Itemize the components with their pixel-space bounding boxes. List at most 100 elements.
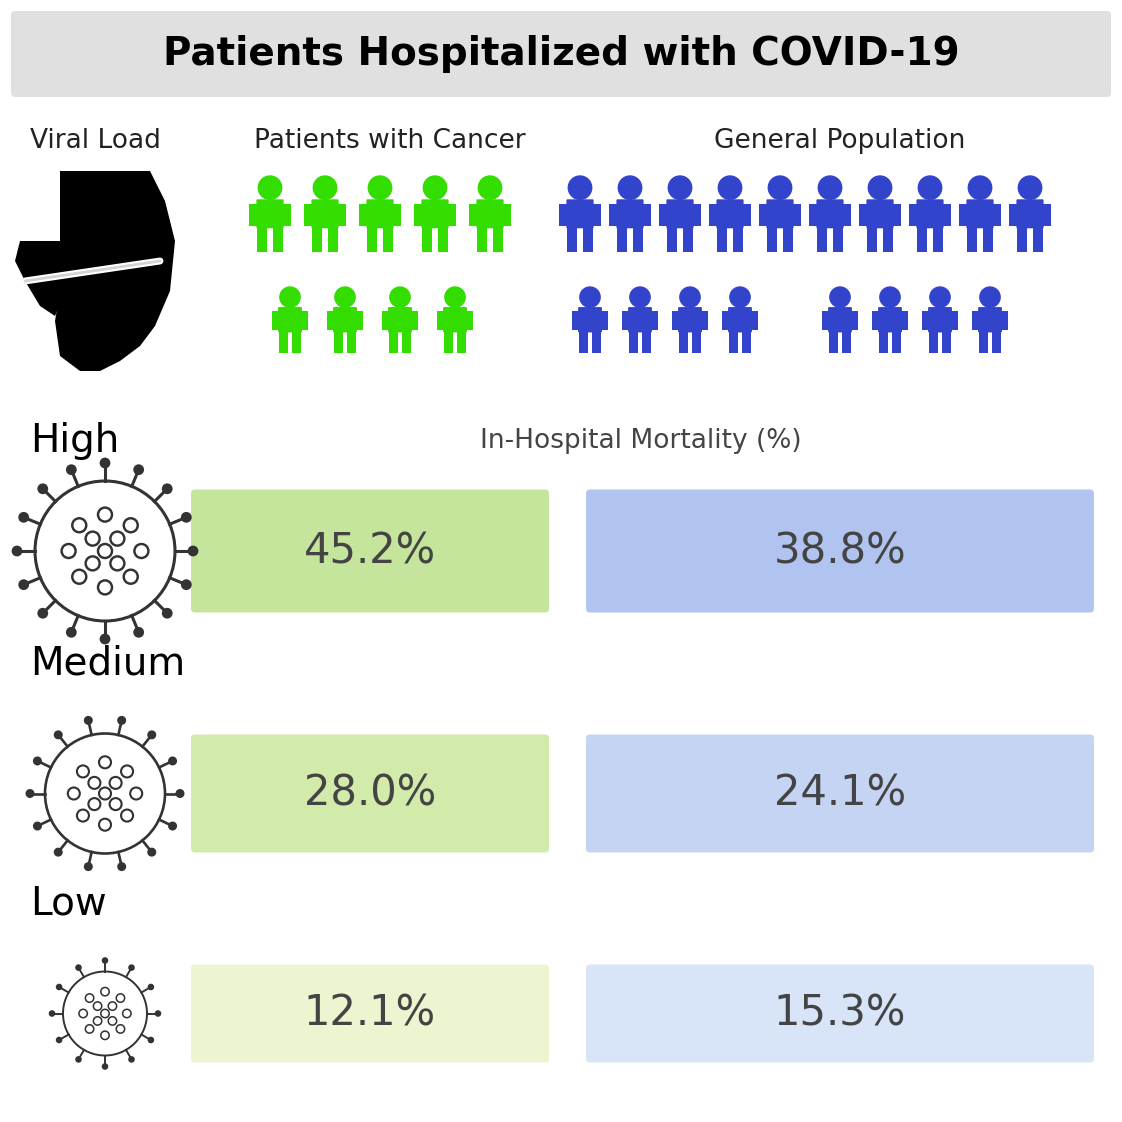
Bar	[929, 331, 938, 352]
Circle shape	[669, 176, 691, 200]
Circle shape	[147, 730, 156, 739]
Circle shape	[313, 176, 337, 200]
FancyBboxPatch shape	[257, 200, 284, 228]
FancyBboxPatch shape	[191, 489, 549, 613]
Text: 15.3%: 15.3%	[774, 993, 907, 1034]
Circle shape	[968, 176, 992, 200]
Circle shape	[868, 176, 892, 200]
Bar	[1042, 204, 1050, 226]
Bar	[692, 331, 701, 352]
Circle shape	[11, 545, 22, 557]
Circle shape	[162, 484, 173, 494]
Bar	[993, 204, 1001, 226]
Text: 24.1%: 24.1%	[774, 773, 907, 815]
Circle shape	[75, 964, 82, 971]
FancyBboxPatch shape	[717, 200, 744, 228]
Circle shape	[37, 608, 48, 618]
FancyBboxPatch shape	[278, 307, 302, 332]
Circle shape	[423, 176, 447, 200]
Circle shape	[729, 287, 751, 307]
Circle shape	[128, 964, 135, 971]
Bar	[383, 228, 393, 251]
Bar	[967, 228, 977, 251]
FancyBboxPatch shape	[1017, 200, 1043, 228]
Bar	[692, 204, 701, 226]
Bar	[559, 204, 568, 226]
Circle shape	[279, 287, 301, 307]
Bar	[249, 204, 257, 226]
Bar	[503, 204, 511, 226]
Circle shape	[33, 821, 42, 830]
Bar	[883, 228, 893, 251]
Circle shape	[84, 862, 93, 871]
Circle shape	[148, 1037, 154, 1043]
Bar	[901, 311, 908, 330]
Bar	[760, 204, 767, 226]
Bar	[348, 331, 356, 352]
Bar	[592, 204, 600, 226]
Bar	[879, 331, 888, 352]
Bar	[872, 311, 879, 330]
FancyBboxPatch shape	[928, 307, 951, 332]
Circle shape	[175, 789, 184, 798]
Circle shape	[100, 458, 110, 468]
Bar	[729, 331, 737, 352]
Circle shape	[580, 287, 600, 307]
Text: Low: Low	[30, 884, 107, 922]
Circle shape	[258, 176, 282, 200]
Bar	[389, 331, 397, 352]
Bar	[1010, 204, 1018, 226]
Bar	[438, 311, 444, 330]
Bar	[609, 204, 617, 226]
Bar	[592, 331, 601, 352]
FancyBboxPatch shape	[312, 200, 339, 228]
Bar	[660, 204, 668, 226]
Bar	[843, 331, 850, 352]
Circle shape	[117, 862, 126, 871]
FancyBboxPatch shape	[666, 200, 693, 228]
Polygon shape	[55, 171, 175, 371]
Bar	[709, 204, 717, 226]
Bar	[411, 311, 417, 330]
Circle shape	[769, 176, 792, 200]
Circle shape	[569, 176, 591, 200]
FancyBboxPatch shape	[586, 735, 1094, 853]
Circle shape	[168, 756, 177, 765]
FancyBboxPatch shape	[828, 307, 852, 332]
Bar	[579, 331, 588, 352]
Bar	[959, 204, 967, 226]
Circle shape	[444, 287, 466, 307]
Circle shape	[37, 484, 48, 494]
FancyBboxPatch shape	[11, 11, 1111, 96]
Bar	[283, 204, 291, 226]
Circle shape	[162, 608, 173, 618]
Bar	[743, 204, 751, 226]
Bar	[633, 228, 643, 251]
Circle shape	[75, 1056, 82, 1063]
Text: 12.1%: 12.1%	[304, 993, 436, 1034]
Bar	[438, 228, 448, 251]
Circle shape	[147, 847, 156, 856]
Bar	[932, 228, 942, 251]
Bar	[850, 311, 858, 330]
Bar	[767, 228, 778, 251]
Text: 45.2%: 45.2%	[304, 530, 436, 572]
Circle shape	[168, 821, 177, 830]
FancyBboxPatch shape	[628, 307, 652, 332]
Circle shape	[18, 579, 29, 590]
Circle shape	[48, 1010, 55, 1017]
FancyBboxPatch shape	[586, 965, 1094, 1063]
Text: Medium: Medium	[30, 644, 185, 682]
Bar	[359, 204, 367, 226]
Bar	[1001, 311, 1008, 330]
Bar	[367, 228, 377, 251]
Bar	[723, 311, 729, 330]
Bar	[942, 204, 950, 226]
Circle shape	[629, 287, 650, 307]
Text: Viral Load: Viral Load	[30, 128, 160, 154]
Bar	[334, 331, 342, 352]
Bar	[601, 311, 608, 330]
Bar	[338, 204, 346, 226]
Bar	[909, 204, 918, 226]
Bar	[833, 228, 843, 251]
